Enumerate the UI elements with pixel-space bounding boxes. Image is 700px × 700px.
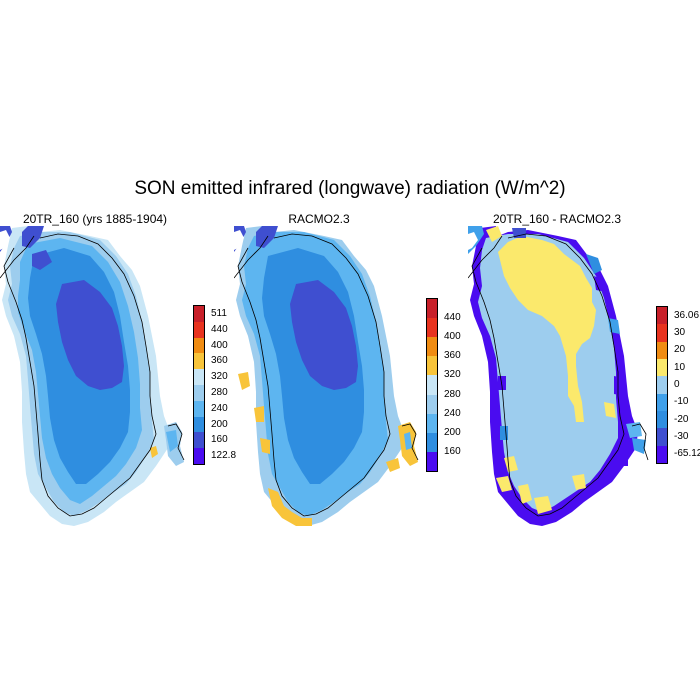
- colorbar-swatch: [427, 318, 437, 338]
- colorbar-tick-label: 30: [674, 327, 686, 338]
- colorbar-tick-label: -10: [674, 396, 689, 408]
- colorbar-tick-label: 280: [444, 388, 461, 400]
- colorbar-swatch: [427, 356, 437, 376]
- colorbar-tick-label: 160: [444, 445, 461, 457]
- colorbar-swatch: [194, 321, 204, 338]
- colorbar-tick-label: 240: [444, 407, 461, 419]
- map-racmo: [234, 226, 419, 526]
- colorbar-tick-label: 360: [444, 350, 461, 362]
- coastline-outline: [468, 233, 649, 517]
- colorbar-tick-label: 360: [211, 355, 228, 367]
- colorbar-tick-label: 200: [211, 418, 228, 430]
- colorbar-tick-label: 511: [211, 307, 227, 319]
- colorbar-swatch: [657, 428, 667, 446]
- greenland-outer-fill: [468, 226, 646, 526]
- map-difference: [468, 226, 649, 526]
- colorbar-swatch: [427, 375, 437, 395]
- greenland-outer-fill: [0, 226, 184, 526]
- map-model: [0, 226, 185, 526]
- colorbar-tick-label: 0: [674, 379, 680, 390]
- colorbar-tick-label: 160: [211, 434, 228, 446]
- colorbar-tick-label: 320: [444, 369, 461, 381]
- colorbar-swatch: [657, 359, 667, 377]
- colorbar-tick-label: 36.06: [674, 309, 700, 321]
- panel-title-difference: 20TR_160 - RACMO2.3: [492, 212, 622, 226]
- coastline-outline: [0, 233, 185, 517]
- colorbar-tick-label: 10: [674, 361, 686, 373]
- colorbar-swatch: [427, 413, 437, 433]
- colorbar-swatch: [427, 432, 437, 452]
- main-title: SON emitted infrared (longwave) radiatio…: [134, 178, 566, 199]
- panel-title-racmo: RACMO2.3: [288, 212, 350, 226]
- colorbar-swatch: [194, 337, 204, 354]
- colorbar-swatch: [657, 341, 667, 359]
- greenland-outer-fill: [234, 226, 418, 526]
- colorbar-swatch: [194, 448, 204, 464]
- colorbar-swatch: [657, 445, 667, 463]
- colorbar-tick-label: 240: [211, 402, 228, 414]
- colorbar-tick-label: -30: [674, 431, 689, 442]
- colorbar-swatch: [657, 324, 667, 342]
- panel-title-model: 20TR_160 (yrs 1885-1904): [22, 212, 168, 226]
- colorbar-tick-label: 20: [674, 344, 686, 356]
- colorbar-swatch: [427, 299, 437, 319]
- colorbar-tick-label: 280: [211, 386, 228, 398]
- colorbar-tick-label: 200: [444, 426, 461, 438]
- colorbar-tick-label: 320: [211, 371, 228, 383]
- colorbar-swatch: [427, 451, 437, 471]
- colorbar-swatch: [657, 393, 667, 411]
- colorbar-tick-label: 440: [444, 312, 461, 324]
- colorbar-tick-label: 400: [444, 331, 461, 343]
- colorbar-tick-label: 400: [211, 339, 228, 351]
- colorbar-swatch: [657, 411, 667, 429]
- colorbar-swatch: [194, 432, 204, 449]
- colorbar-tick-label: 440: [211, 323, 228, 335]
- colorbar-tick-label: 122.8: [211, 450, 237, 462]
- colorbar-swatch: [427, 394, 437, 414]
- colorbar-swatch: [657, 376, 667, 394]
- colorbar-swatch: [194, 385, 204, 401]
- colorbar-swatch: [194, 369, 204, 385]
- colorbar-swatch: [194, 400, 204, 417]
- colorbar-swatch: [194, 306, 204, 322]
- colorbar-tick-label: -65.12: [674, 448, 700, 460]
- colorbar-swatch: [194, 353, 204, 370]
- colorbar-tick-label: -20: [674, 413, 689, 425]
- colorbar-swatch: [427, 337, 437, 357]
- colorbar-swatch: [194, 416, 204, 433]
- colorbar-swatch: [657, 307, 667, 325]
- coastline-outline: [234, 233, 419, 517]
